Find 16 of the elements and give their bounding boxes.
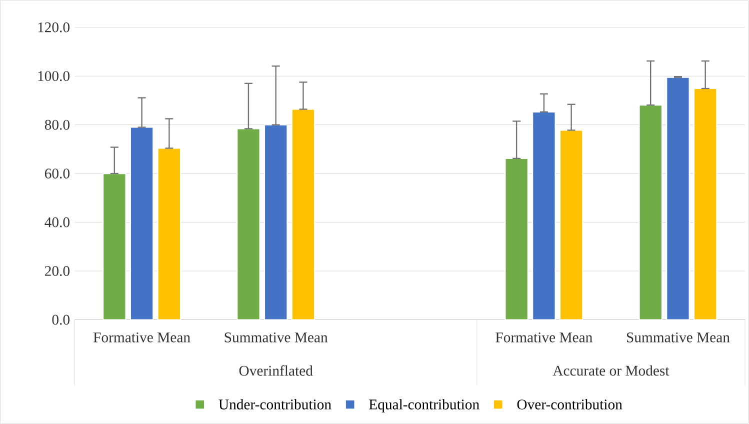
x-tick-label: Formative Mean bbox=[93, 332, 190, 342]
legend-label: Equal-contribution bbox=[369, 399, 480, 412]
text: Overinflated bbox=[239, 365, 313, 376]
text: Accurate or Modest bbox=[552, 365, 670, 376]
y-tick-label: 80.0 bbox=[44, 120, 70, 130]
y-tick-label: 60.0 bbox=[44, 168, 70, 179]
legend-label: Under-contribution bbox=[218, 399, 332, 410]
y-tick-label: 20.0 bbox=[45, 266, 70, 276]
y-tick-label: 40.0 bbox=[44, 217, 70, 228]
y-tick-label: 100.0 bbox=[38, 71, 70, 82]
y-tick-label: 120.0 bbox=[38, 22, 70, 32]
y-tick-label: 0.0 bbox=[52, 314, 70, 325]
x-tick-label: Summative Mean bbox=[626, 332, 730, 342]
x-tick-label: Summative Mean bbox=[224, 332, 328, 342]
legend-label: Over-contribution bbox=[517, 399, 622, 410]
x-tick-label: Formative Mean bbox=[496, 332, 592, 342]
